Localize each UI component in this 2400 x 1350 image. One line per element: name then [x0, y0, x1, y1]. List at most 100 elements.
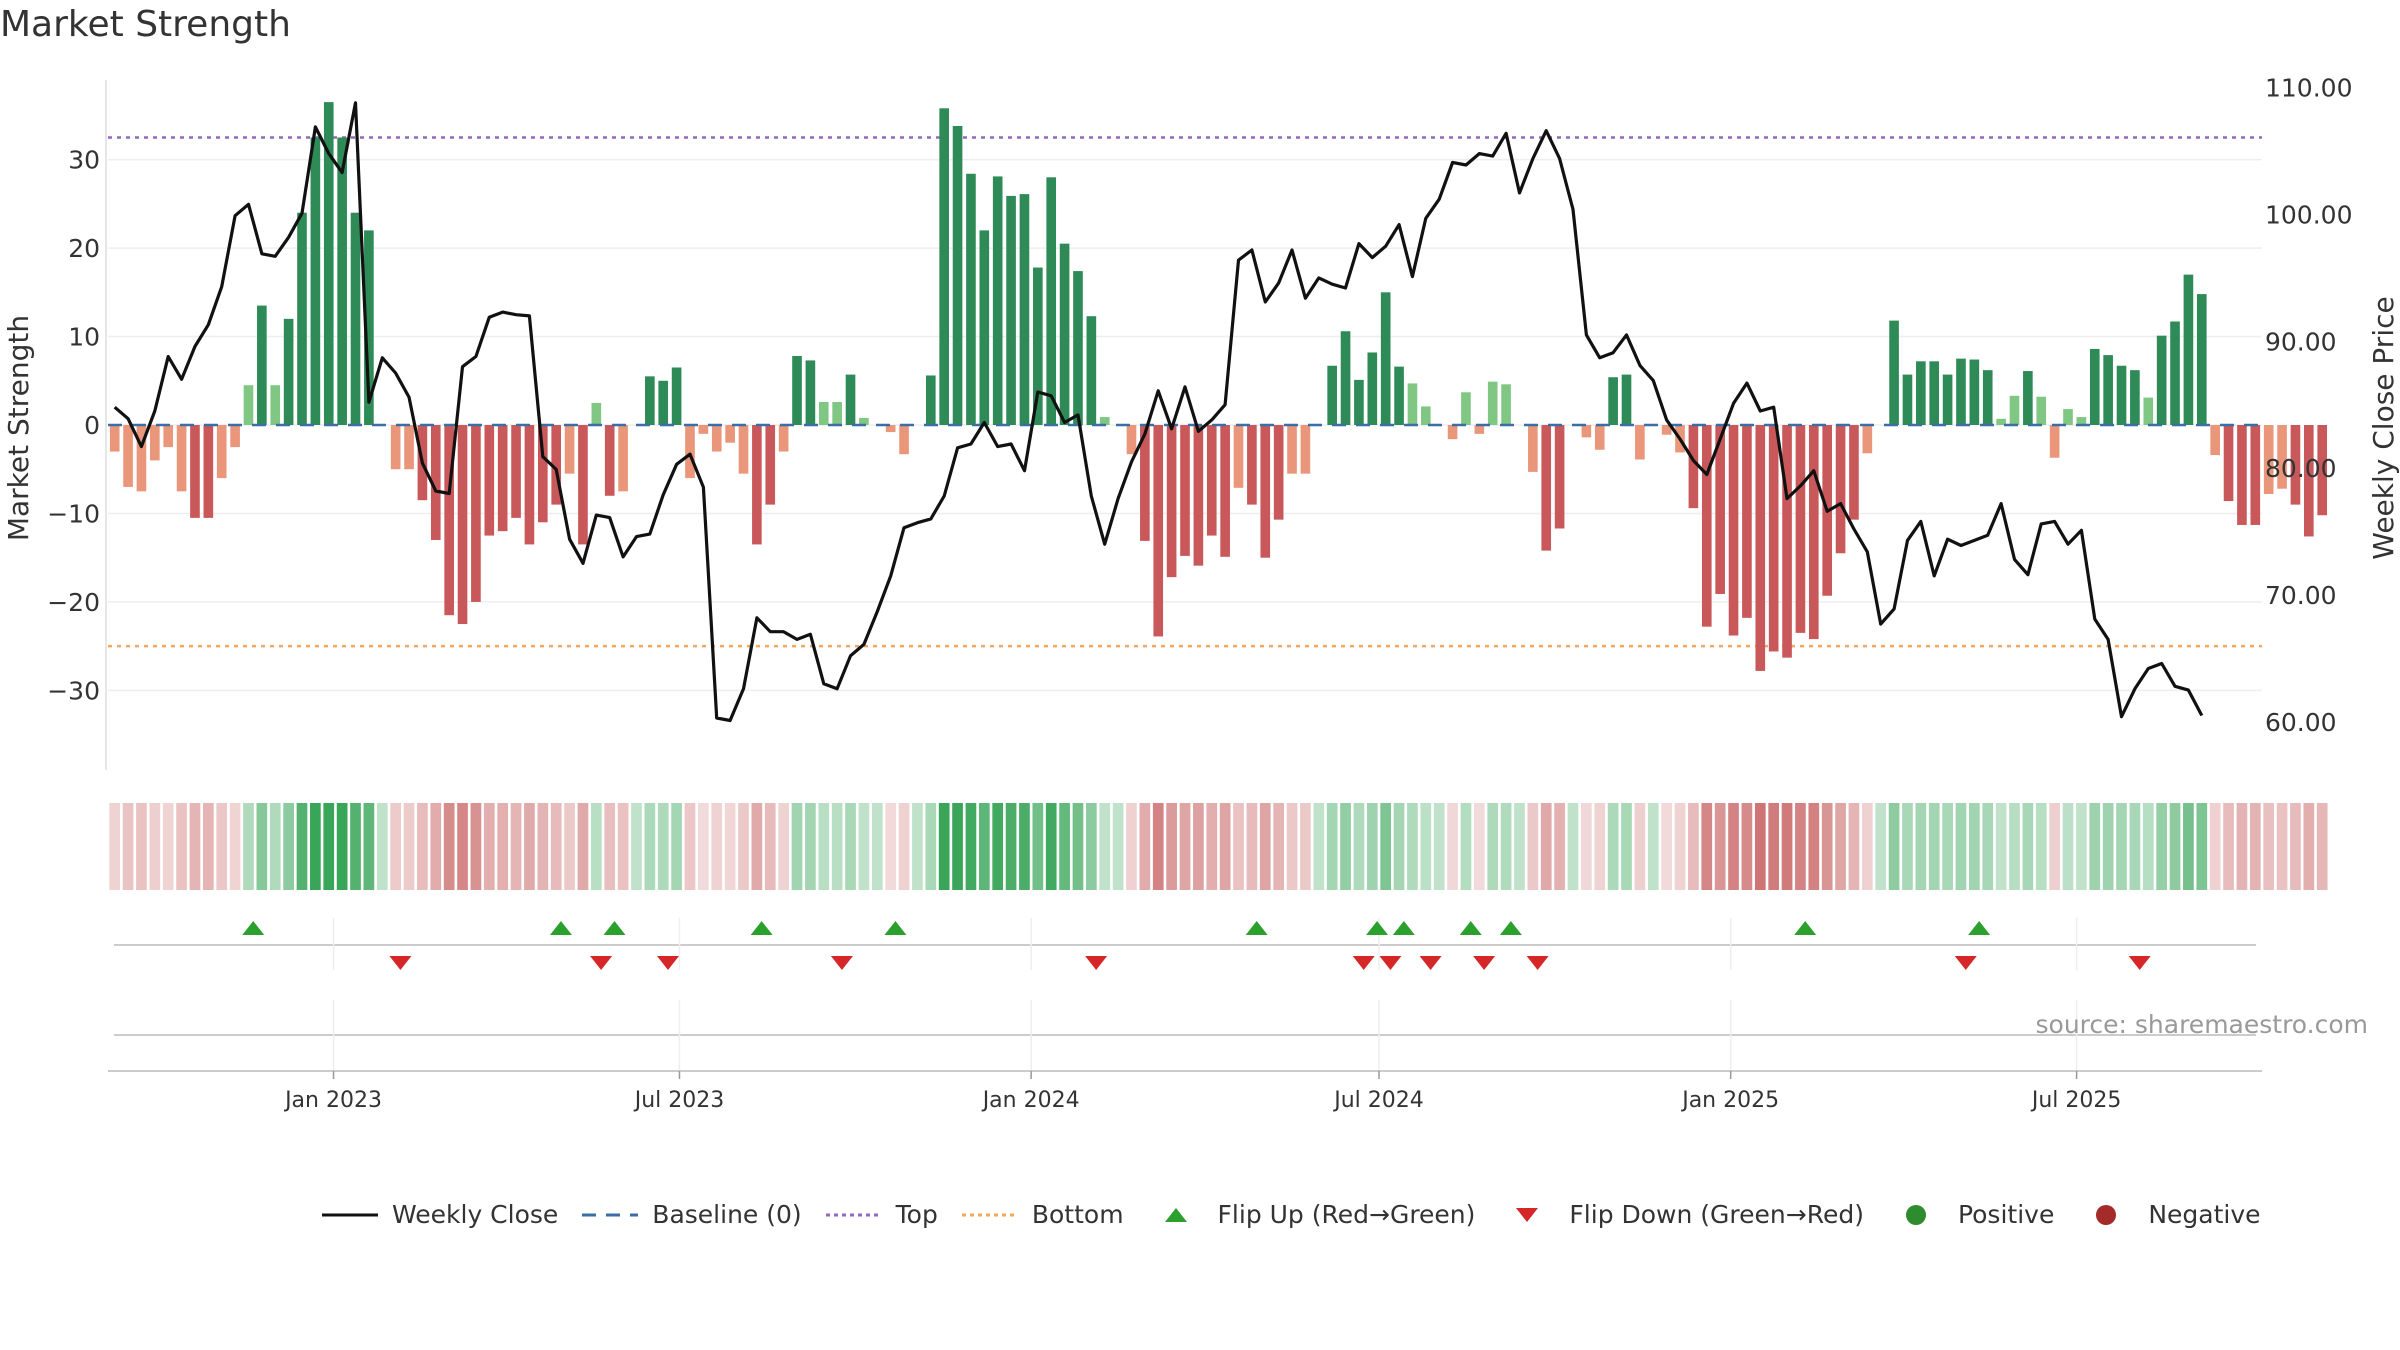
- strength-bar: [765, 425, 776, 505]
- heat-cell: [2129, 803, 2141, 890]
- heat-cell: [350, 803, 361, 890]
- legend-item: Negative: [2076, 1200, 2261, 1229]
- strength-bar: [1782, 425, 1792, 658]
- heat-cell: [136, 803, 147, 890]
- heat-cell: [617, 803, 629, 890]
- heat-cell: [1460, 803, 1472, 890]
- strength-bar: [1447, 425, 1458, 440]
- heat-cell: [336, 803, 348, 890]
- y-tick-label: 30: [68, 146, 100, 175]
- heat-cell: [1179, 803, 1191, 890]
- y-axis-label-right: Weekly Close Price: [2367, 296, 2400, 559]
- strength-bar: [711, 425, 722, 452]
- strength-bar: [1755, 425, 1766, 671]
- x-tick-label: Jul 2024: [1332, 1088, 1424, 1113]
- heat-cell: [2022, 803, 2034, 890]
- heat-cell: [978, 803, 990, 890]
- strength-bar: [1380, 292, 1391, 425]
- strength-bar: [818, 402, 829, 425]
- strength-bar: [1742, 425, 1752, 618]
- strength-bar: [1902, 374, 1913, 425]
- heat-cell: [1340, 803, 1351, 890]
- heat-cell: [296, 803, 308, 890]
- strength-bar: [283, 318, 294, 425]
- strength-bar: [1193, 425, 1204, 566]
- strength-bar: [323, 102, 334, 425]
- heat-cell: [1768, 803, 1780, 890]
- strength-bar: [176, 425, 187, 492]
- heat-cell: [470, 803, 482, 890]
- strength-bar: [1327, 365, 1337, 425]
- y-tick-label: 20: [68, 234, 100, 263]
- strength-bar: [2009, 395, 2020, 425]
- strength-bar: [2063, 409, 2073, 425]
- legend-label: Positive: [1957, 1200, 2055, 1229]
- x-tick-label: Jul 2025: [2030, 1088, 2122, 1113]
- heat-cell: [2236, 803, 2248, 890]
- heat-cell: [1139, 803, 1151, 890]
- legend-label: Flip Down (Green→Red): [1569, 1200, 1864, 1229]
- strength-bar: [1059, 243, 1070, 425]
- heat-cell: [1112, 803, 1124, 890]
- heat-cell: [711, 803, 723, 890]
- heat-cell: [1835, 803, 1846, 890]
- heat-cell: [202, 803, 214, 890]
- heat-cell: [1581, 803, 1592, 890]
- heat-cell: [698, 803, 709, 890]
- heat-cell: [1099, 803, 1111, 890]
- heat-cell: [430, 803, 442, 890]
- legend-item: Positive: [1886, 1200, 2054, 1229]
- heat-cell: [1473, 803, 1485, 890]
- heat-cell: [1795, 803, 1806, 890]
- heat-cell: [1861, 803, 1873, 890]
- flip-up-marker: [549, 921, 572, 935]
- heat-cell: [871, 803, 883, 890]
- strength-bar: [1367, 352, 1378, 425]
- heat-cell: [323, 803, 335, 890]
- heat-cell: [2196, 803, 2208, 890]
- strength-bar: [2250, 425, 2261, 525]
- strength-bar: [537, 425, 548, 523]
- strength-bar: [270, 385, 281, 425]
- strength-bar: [1287, 425, 1297, 474]
- strength-bar: [350, 212, 361, 425]
- heat-cell: [577, 803, 589, 890]
- strength-bar: [792, 356, 802, 425]
- strength-bar: [899, 425, 909, 455]
- strength-bar: [591, 402, 602, 425]
- strength-bar: [430, 425, 441, 540]
- heat-cell: [2102, 803, 2114, 890]
- strength-bar: [778, 425, 789, 452]
- strength-bar: [2116, 365, 2127, 425]
- heat-cell: [805, 803, 816, 890]
- strength-bar: [1340, 331, 1351, 425]
- legend-label: Baseline (0): [652, 1200, 802, 1229]
- heat-cell: [1701, 803, 1713, 890]
- strength-bar: [1247, 425, 1257, 505]
- y-tick-label: 10: [68, 323, 100, 352]
- strength-bar: [604, 425, 615, 496]
- flip-markers: [114, 918, 2256, 1070]
- heat-cell: [1193, 803, 1204, 890]
- heat-cell: [818, 803, 830, 890]
- legend-label: Negative: [2148, 1200, 2261, 1229]
- heat-cell: [189, 803, 201, 890]
- heat-cell: [1915, 803, 1927, 890]
- y-axis-label: Market Strength: [2, 315, 35, 541]
- strength-bar: [2023, 371, 2033, 425]
- heat-cell: [1219, 803, 1231, 890]
- heat-cell: [1567, 803, 1579, 890]
- strength-bar: [1889, 320, 1899, 425]
- heat-cell: [1888, 803, 1900, 890]
- heat-cell: [671, 803, 682, 890]
- strength-bar: [1661, 425, 1672, 435]
- heat-cell: [2049, 803, 2060, 890]
- heat-cell: [1607, 803, 1619, 890]
- y-axis-right: 60.00 70.00 80.00 90.00 100.00 110.00: [2265, 74, 2352, 737]
- legend-label: Flip Up (Red→Green): [1217, 1200, 1476, 1229]
- heat-cell: [2116, 803, 2127, 890]
- heat-cell: [483, 803, 495, 890]
- strength-bar: [1621, 374, 1632, 425]
- strength-bar: [471, 425, 481, 602]
- x-tick-label: Jan 2025: [1680, 1088, 1779, 1113]
